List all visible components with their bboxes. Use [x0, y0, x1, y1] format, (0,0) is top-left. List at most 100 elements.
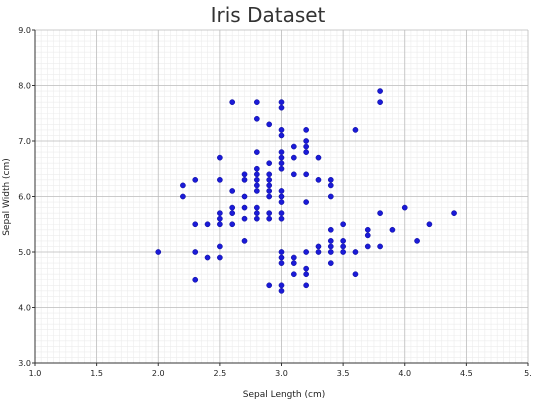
scatter-point	[217, 210, 223, 216]
scatter-point	[229, 204, 236, 211]
scatter-point	[303, 127, 309, 133]
scatter-point	[217, 243, 223, 250]
scatter-point	[377, 210, 383, 216]
scatter-point	[352, 271, 359, 278]
scatter-point	[266, 171, 273, 178]
scatter-point	[229, 221, 236, 228]
scatter-point	[414, 238, 420, 244]
scatter-point	[254, 165, 260, 172]
x-tick-label: 3.0	[275, 369, 288, 378]
x-tick-label: 4.0	[398, 369, 411, 378]
scatter-point	[217, 215, 223, 222]
scatter-point	[192, 276, 199, 283]
scatter-point	[401, 204, 408, 211]
scatter-point	[377, 243, 383, 250]
scatter-point	[278, 288, 285, 294]
x-tick-label: 2.0	[152, 369, 165, 378]
scatter-point	[315, 243, 322, 250]
scatter-point	[327, 243, 334, 250]
scatter-point	[229, 188, 236, 194]
scatter-point	[290, 143, 297, 150]
scatter-point	[217, 254, 223, 261]
scatter-point	[377, 88, 383, 94]
scatter-point	[229, 210, 236, 216]
scatter-point	[254, 149, 260, 155]
scatter-point	[192, 221, 199, 228]
scatter-point	[389, 226, 396, 233]
scatter-point	[278, 99, 285, 106]
scatter-point	[352, 249, 359, 255]
scatter-point	[254, 99, 260, 106]
scatter-point	[278, 199, 285, 205]
scatter-point	[180, 193, 186, 200]
y-tick-label: 5.0	[18, 248, 31, 257]
scatter-point	[254, 204, 260, 211]
scatter-point	[364, 226, 371, 233]
scatter-point	[241, 238, 248, 244]
scatter-point	[254, 171, 260, 178]
scatter-point	[278, 215, 285, 222]
scatter-point	[426, 221, 433, 228]
scatter-point	[204, 254, 211, 261]
scatter-point	[364, 243, 371, 250]
scatter-point	[241, 171, 248, 178]
scatter-point	[180, 182, 186, 189]
scatter-point	[290, 154, 297, 161]
scatter-point	[340, 249, 346, 255]
scatter-point	[278, 260, 285, 266]
scatter-point	[303, 249, 309, 255]
scatter-point	[327, 238, 334, 244]
y-tick-label: 7.0	[18, 137, 31, 146]
scatter-point	[303, 271, 309, 278]
scatter-point	[241, 193, 248, 200]
scatter-point	[254, 210, 260, 216]
scatter-point	[266, 215, 273, 222]
scatter-point	[340, 238, 346, 244]
scatter-point	[364, 232, 371, 239]
x-tick-label: 4.5	[460, 369, 473, 378]
scatter-point	[155, 249, 162, 255]
scatter-point	[278, 127, 285, 133]
scatter-point	[217, 177, 223, 183]
ticks-layer: 1.0 1.5 2.0 2.5 3.0 3.5 4.0 4.5 5. 3.0 4.0 5.0 6.0 7.…	[18, 26, 532, 378]
y-tick-label: 8.0	[18, 82, 31, 91]
scatter-point	[303, 282, 309, 289]
scatter-point	[303, 149, 309, 155]
scatter-point	[352, 127, 359, 133]
scatter-point	[266, 282, 273, 289]
scatter-point	[266, 188, 273, 194]
scatter-point	[241, 204, 248, 211]
x-axis-label: Sepal Length (cm)	[243, 390, 325, 400]
scatter-point	[266, 121, 273, 128]
scatter-point	[315, 177, 322, 183]
scatter-point	[278, 254, 285, 261]
scatter-point	[266, 193, 273, 200]
scatter-point	[327, 182, 334, 189]
scatter-point	[241, 215, 248, 222]
scatter-point	[303, 138, 309, 144]
x-tick-label: 1.5	[90, 369, 103, 378]
scatter-point	[217, 221, 223, 228]
x-tick-label: 5.	[524, 369, 532, 378]
scatter-point	[229, 99, 236, 106]
scatter-point	[266, 177, 273, 183]
scatter-point	[290, 260, 297, 266]
scatter-point	[266, 182, 273, 189]
y-tick-label: 6.0	[18, 193, 31, 202]
scatter-point	[266, 210, 273, 216]
scatter-point	[278, 160, 285, 167]
scatter-point	[451, 210, 457, 216]
scatter-point	[254, 182, 260, 189]
x-tick-label: 3.5	[337, 369, 350, 378]
scatter-point	[315, 249, 322, 255]
scatter-point	[278, 188, 285, 194]
scatter-point	[192, 177, 199, 183]
scatter-point	[327, 226, 334, 233]
scatter-point	[303, 199, 309, 205]
points-layer	[155, 88, 457, 294]
scatter-point	[278, 104, 285, 111]
scatter-point	[315, 154, 322, 161]
